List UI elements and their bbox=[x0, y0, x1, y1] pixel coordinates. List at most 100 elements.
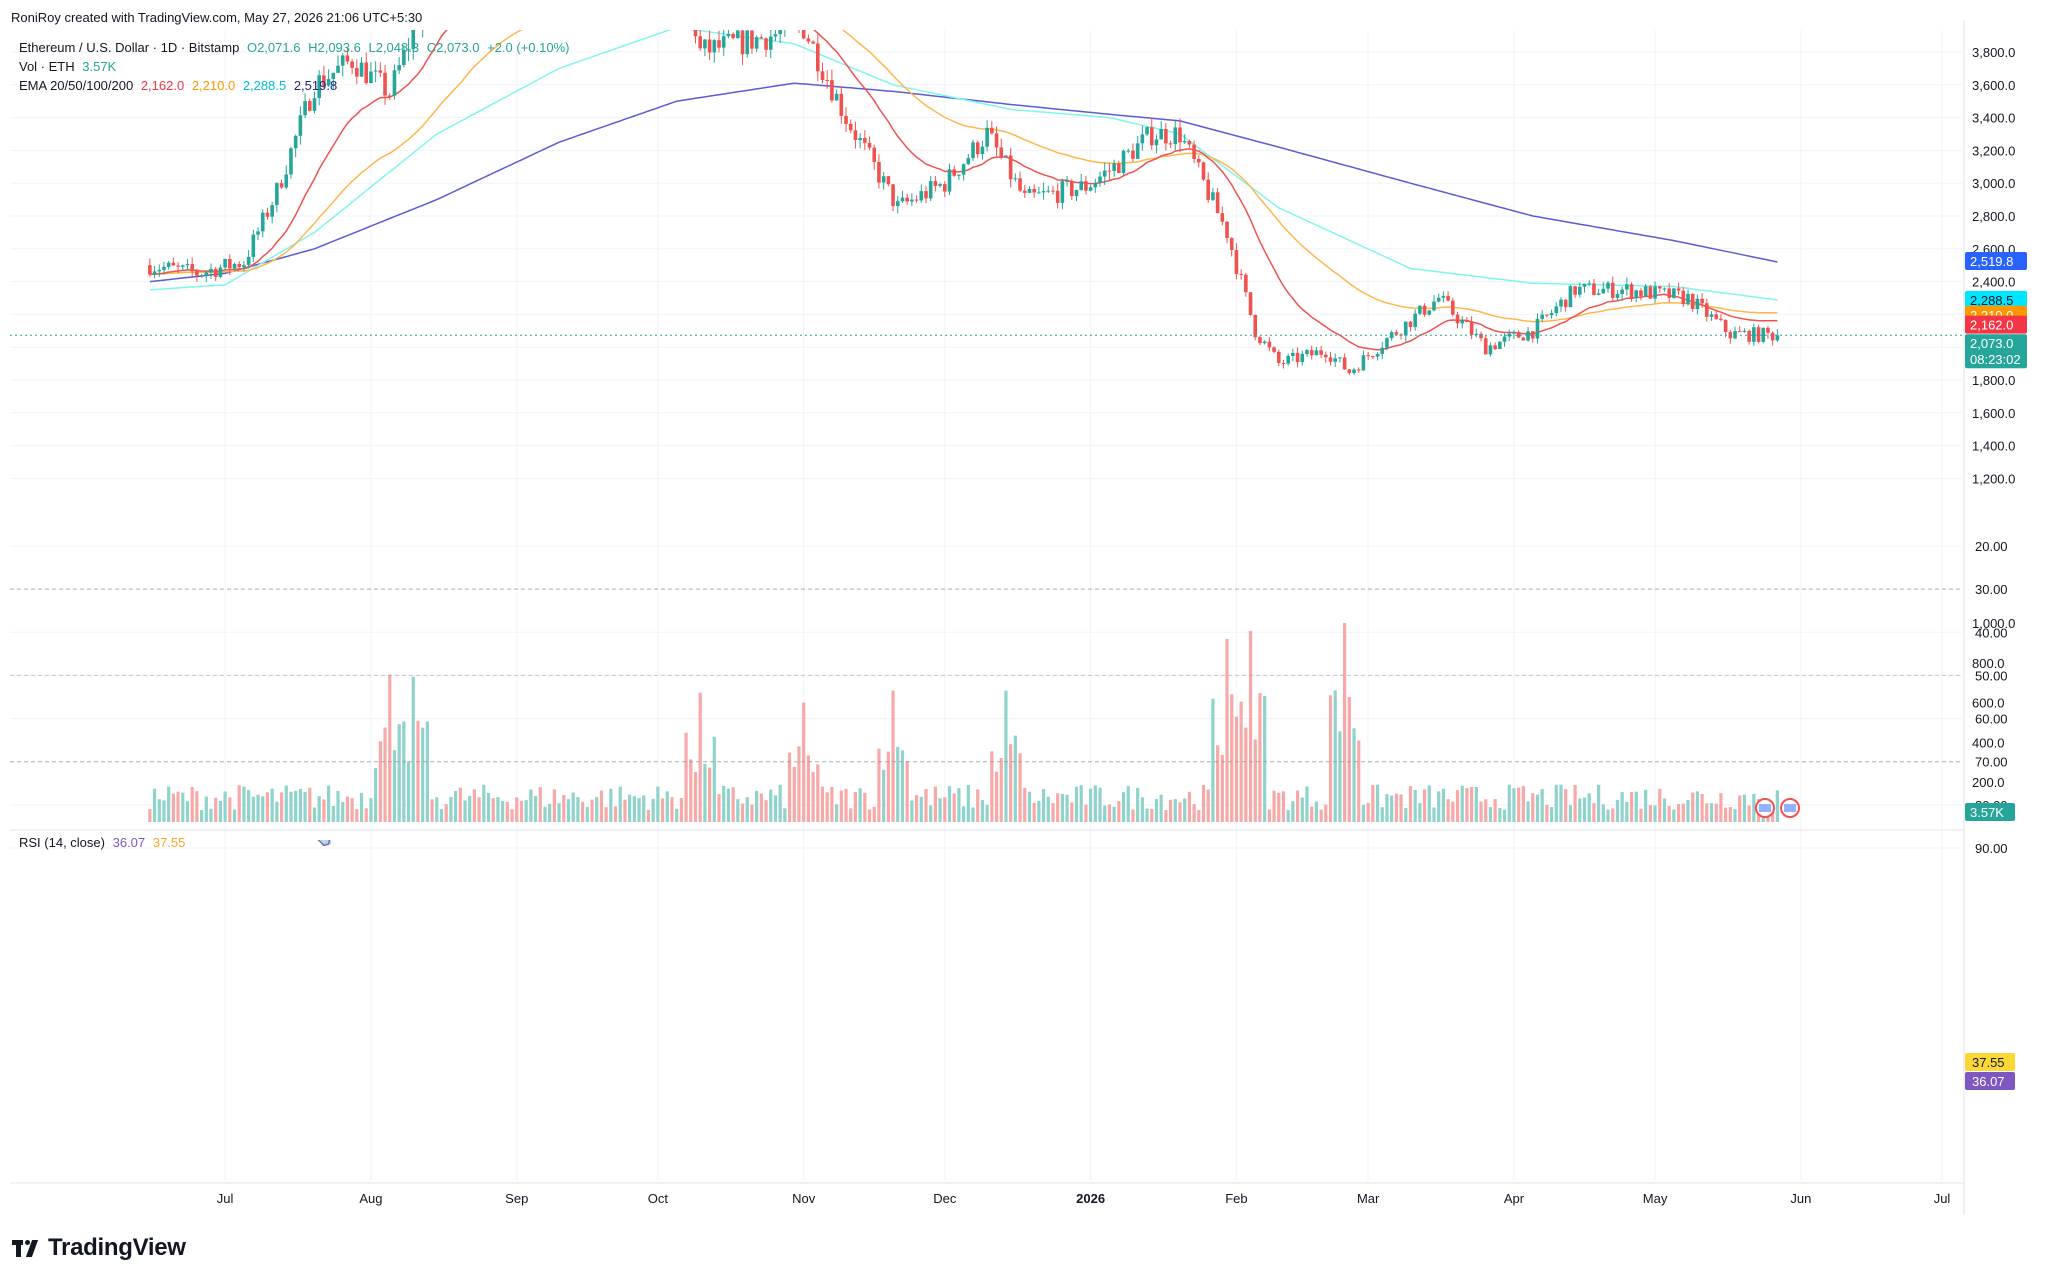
volume-bar bbox=[1314, 801, 1318, 822]
volume-bar bbox=[1126, 786, 1130, 822]
volume-bar bbox=[1173, 799, 1177, 822]
volume-bar bbox=[966, 785, 970, 822]
volume-bar bbox=[247, 790, 251, 822]
volume-bar bbox=[1056, 793, 1060, 822]
volume-bar bbox=[566, 799, 571, 822]
ema-legend[interactable]: EMA 20/50/100/200 2,162.0 2,210.0 2,288.… bbox=[19, 78, 341, 93]
volume-bar bbox=[350, 798, 354, 822]
rsi-legend[interactable]: RSI (14, close) 36.07 37.55 bbox=[19, 835, 189, 850]
volume-bar bbox=[308, 787, 312, 822]
volume-bar bbox=[176, 791, 180, 822]
candle-body bbox=[872, 147, 877, 162]
candle-body bbox=[256, 231, 260, 235]
volume-bar bbox=[957, 788, 961, 822]
volume-bar bbox=[1201, 785, 1206, 822]
price-tick-label: 1,400.0 bbox=[1972, 439, 2015, 454]
symbol-legend[interactable]: Ethereum / U.S. Dollar · 1D · Bitstamp O… bbox=[19, 40, 574, 55]
candle-body bbox=[326, 78, 331, 86]
volume-bar bbox=[660, 798, 665, 822]
volume-bar bbox=[383, 727, 387, 822]
volume-bar bbox=[1714, 803, 1718, 822]
candle-body bbox=[933, 181, 938, 186]
candle-body bbox=[312, 98, 317, 111]
volume-bar bbox=[1521, 786, 1525, 822]
candle-body bbox=[242, 265, 246, 268]
ema200-badge bbox=[1965, 251, 2027, 270]
volume-bar bbox=[642, 795, 646, 822]
candle-body bbox=[426, 0, 430, 7]
volume-bar bbox=[976, 789, 980, 822]
candle-body bbox=[307, 101, 312, 111]
candle-body bbox=[1521, 337, 1526, 341]
volume-bar bbox=[581, 801, 585, 822]
candle-body bbox=[251, 234, 256, 257]
volume-bar bbox=[1216, 745, 1220, 822]
volume-legend[interactable]: Vol · ETH 3.57K bbox=[19, 59, 120, 74]
candle-body bbox=[1093, 182, 1098, 188]
candle-body bbox=[1013, 178, 1018, 180]
candle-body bbox=[1262, 341, 1267, 344]
volume-badge bbox=[1965, 803, 2015, 821]
candle-body bbox=[750, 30, 754, 49]
volume-bar bbox=[806, 755, 810, 822]
candle-body bbox=[1342, 357, 1347, 370]
candle-body bbox=[773, 34, 778, 37]
event-flag-icon bbox=[1784, 804, 1796, 812]
volume-bar bbox=[529, 789, 533, 822]
candle-body bbox=[726, 33, 731, 37]
candle-body bbox=[971, 142, 975, 159]
time-tick-label: Dec bbox=[933, 1191, 957, 1206]
volume-bar bbox=[1681, 803, 1685, 822]
volume-bar bbox=[924, 789, 928, 822]
volume-bar bbox=[1263, 696, 1267, 822]
rsi-tick-label: 90.00 bbox=[1975, 841, 2008, 856]
volume-bar bbox=[1479, 801, 1483, 822]
candle-body bbox=[322, 75, 326, 86]
candle-body bbox=[166, 262, 171, 267]
candle-body bbox=[952, 169, 957, 176]
volume-bar bbox=[458, 787, 462, 822]
volume-bar bbox=[1658, 788, 1662, 822]
price-tick-label: 3,200.0 bbox=[1972, 143, 2015, 158]
candle-body bbox=[1549, 313, 1554, 316]
candle-body bbox=[383, 72, 387, 96]
ema50-line bbox=[149, 30, 1778, 323]
candle-body bbox=[844, 115, 848, 124]
time-tick-label: Oct bbox=[648, 1191, 669, 1206]
volume-bar bbox=[1455, 790, 1460, 822]
volume-bar bbox=[501, 801, 505, 822]
volume-bar bbox=[279, 792, 284, 822]
volume-bar bbox=[1239, 701, 1243, 822]
volume-bar bbox=[628, 794, 632, 822]
rsi-tick-label: 60.00 bbox=[1975, 712, 2008, 727]
candle-body bbox=[1446, 295, 1450, 301]
time-tick-label: Jul bbox=[217, 1191, 234, 1206]
candle-body bbox=[185, 264, 190, 266]
volume-bar bbox=[1700, 793, 1704, 822]
candle-body bbox=[740, 30, 745, 55]
candle-body bbox=[152, 271, 157, 275]
volume-bar bbox=[1404, 807, 1408, 822]
candle-body bbox=[1107, 170, 1112, 172]
volume-bar bbox=[378, 741, 382, 822]
volume-bar bbox=[1474, 787, 1478, 822]
volume-bar bbox=[284, 785, 288, 822]
volume-bar bbox=[1051, 803, 1055, 822]
volume-bar bbox=[571, 792, 575, 822]
candle-body bbox=[180, 265, 185, 267]
volume-bar bbox=[1352, 728, 1356, 822]
candle-body bbox=[359, 62, 364, 77]
volume-badge-text: 3.57K bbox=[1970, 805, 2004, 820]
candle-body bbox=[1474, 333, 1479, 335]
candle-body bbox=[985, 127, 989, 147]
tradingview-logo[interactable]: TradingView bbox=[12, 1234, 186, 1262]
candle-body bbox=[1328, 357, 1333, 362]
volume-bar bbox=[712, 736, 716, 822]
candle-body bbox=[392, 70, 397, 96]
candle-body bbox=[1535, 318, 1540, 339]
candle-body bbox=[1408, 321, 1413, 327]
volume-bar bbox=[416, 720, 420, 822]
volume-bar bbox=[1347, 697, 1351, 822]
candle-body bbox=[895, 201, 900, 207]
